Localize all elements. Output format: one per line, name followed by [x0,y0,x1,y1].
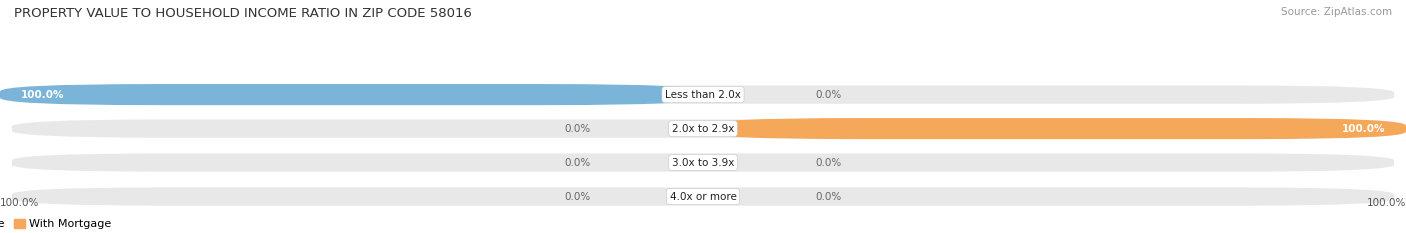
Text: 0.0%: 0.0% [564,158,591,168]
Text: 100.0%: 100.0% [0,198,39,208]
Text: 0.0%: 0.0% [815,90,842,100]
Legend: Without Mortgage, With Mortgage: Without Mortgage, With Mortgage [0,215,115,233]
Text: Less than 2.0x: Less than 2.0x [665,90,741,100]
FancyBboxPatch shape [10,118,1395,139]
Text: Source: ZipAtlas.com: Source: ZipAtlas.com [1281,7,1392,17]
FancyBboxPatch shape [10,152,1395,173]
Text: 4.0x or more: 4.0x or more [669,192,737,202]
Text: PROPERTY VALUE TO HOUSEHOLD INCOME RATIO IN ZIP CODE 58016: PROPERTY VALUE TO HOUSEHOLD INCOME RATIO… [14,7,472,20]
Text: 100.0%: 100.0% [1341,123,1385,134]
Text: 0.0%: 0.0% [815,158,842,168]
FancyBboxPatch shape [703,118,1406,139]
Text: 3.0x to 3.9x: 3.0x to 3.9x [672,158,734,168]
FancyBboxPatch shape [10,186,1395,207]
FancyBboxPatch shape [10,84,1395,105]
Text: 0.0%: 0.0% [564,123,591,134]
Text: 0.0%: 0.0% [564,192,591,202]
Text: 100.0%: 100.0% [1367,198,1406,208]
Text: 0.0%: 0.0% [815,192,842,202]
Text: 2.0x to 2.9x: 2.0x to 2.9x [672,123,734,134]
Text: 100.0%: 100.0% [21,90,65,100]
FancyBboxPatch shape [0,84,703,105]
